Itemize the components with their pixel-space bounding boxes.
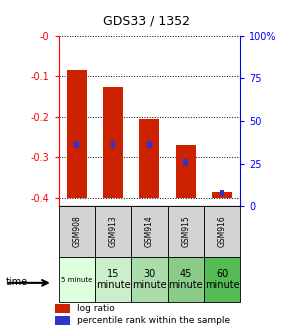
Bar: [74, 141, 79, 148]
Bar: [55, 317, 69, 325]
Bar: [95, 206, 131, 257]
Bar: [59, 206, 95, 257]
Bar: [131, 206, 168, 257]
Bar: [103, 87, 123, 198]
Bar: [67, 70, 87, 198]
Text: GSM908: GSM908: [72, 215, 81, 247]
Bar: [111, 141, 115, 148]
Bar: [220, 190, 224, 196]
Text: 5 minute: 5 minute: [61, 277, 93, 283]
Bar: [212, 192, 232, 198]
Bar: [131, 257, 168, 302]
Bar: [55, 304, 69, 313]
Bar: [204, 206, 240, 257]
Text: GSM916: GSM916: [218, 215, 226, 247]
Text: percentile rank within the sample: percentile rank within the sample: [77, 316, 230, 325]
Bar: [168, 257, 204, 302]
Text: 15
minute: 15 minute: [96, 269, 130, 290]
Bar: [95, 257, 131, 302]
Text: 45
minute: 45 minute: [168, 269, 203, 290]
Bar: [59, 257, 95, 302]
Bar: [147, 141, 152, 148]
Text: log ratio: log ratio: [77, 304, 115, 313]
Text: 60
minute: 60 minute: [205, 269, 239, 290]
Bar: [204, 257, 240, 302]
Bar: [183, 159, 188, 165]
Text: time: time: [6, 277, 28, 287]
Text: GDS33 / 1352: GDS33 / 1352: [103, 15, 190, 28]
Text: GSM915: GSM915: [181, 215, 190, 247]
Bar: [176, 145, 196, 198]
Text: 30
minute: 30 minute: [132, 269, 167, 290]
Text: GSM913: GSM913: [109, 215, 117, 247]
Bar: [139, 119, 159, 198]
Bar: [168, 206, 204, 257]
Text: GSM914: GSM914: [145, 215, 154, 247]
